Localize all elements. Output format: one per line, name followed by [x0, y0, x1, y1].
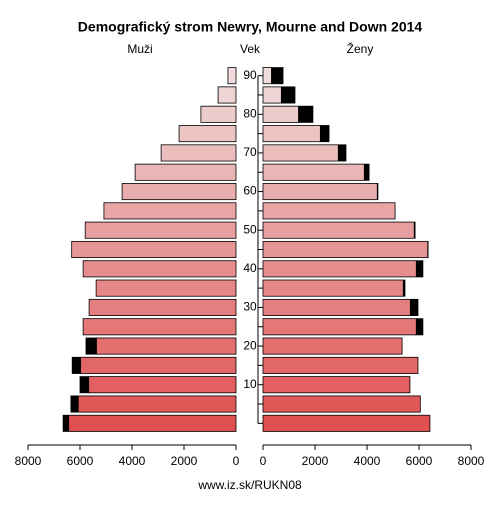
excess-female — [363, 164, 370, 181]
excess-female — [409, 299, 418, 316]
y-tick-label: 50 — [243, 222, 257, 236]
y-tick-label: 70 — [243, 145, 257, 159]
bar-female — [262, 414, 431, 432]
x-tick-label: 2000 — [171, 454, 198, 468]
bar-female — [262, 163, 370, 181]
bar-male — [217, 86, 237, 104]
y-tick-label: 90 — [243, 68, 257, 82]
bar-female — [262, 376, 411, 394]
x-tick-label: 4000 — [119, 454, 146, 468]
y-tick-label: 80 — [243, 106, 257, 120]
bar-male — [82, 318, 237, 336]
excess-female — [427, 241, 429, 258]
y-tick-label: 60 — [243, 184, 257, 198]
bar-male — [79, 376, 237, 394]
y-tick-label: 30 — [243, 300, 257, 314]
y-tick-label: 40 — [243, 261, 257, 275]
bar-female — [262, 356, 419, 374]
excess-female — [415, 260, 423, 277]
bar-female — [262, 202, 396, 220]
bar-male — [95, 279, 237, 297]
chart-title: Demografický strom Newry, Mourne and Dow… — [78, 19, 423, 35]
excess-female — [319, 125, 330, 142]
bar-female — [262, 221, 416, 239]
excess-female — [298, 106, 313, 123]
bar-male — [84, 221, 237, 239]
x-tick-label: 8000 — [458, 454, 485, 468]
y-tick-label: 10 — [243, 377, 257, 391]
bar-female — [262, 240, 429, 259]
bar-female — [262, 260, 424, 278]
bar-male — [178, 125, 237, 143]
bar-male — [70, 395, 237, 413]
x-tick-label: 2000 — [302, 454, 329, 468]
excess-male — [63, 415, 70, 432]
excess-female — [337, 144, 346, 162]
bar-male — [88, 298, 237, 316]
excess-female — [413, 222, 416, 239]
bar-female — [262, 279, 406, 297]
x-tick-label: 6000 — [67, 454, 94, 468]
excess-female — [376, 183, 378, 200]
bar-male — [103, 202, 237, 220]
right-header: Ženy — [347, 41, 374, 56]
x-tick-label: 4000 — [354, 454, 381, 468]
bar-male — [85, 337, 237, 355]
bar-male — [82, 260, 237, 278]
bar-male — [71, 356, 237, 374]
bar-female — [262, 144, 347, 162]
x-tick-label: 0 — [233, 454, 240, 468]
bar-female — [262, 183, 379, 201]
source: www.iz.sk/RUKN08 — [197, 478, 302, 492]
excess-female — [415, 318, 423, 335]
excess-male — [80, 376, 90, 393]
bar-female — [262, 298, 419, 316]
bar-male — [71, 240, 237, 259]
y-tick-label: 20 — [243, 338, 257, 352]
excess-female — [271, 67, 284, 84]
bar-male — [62, 414, 237, 432]
excess-male — [72, 357, 82, 374]
bar-male — [200, 105, 237, 123]
bar-male — [121, 183, 237, 201]
x-tick-label: 0 — [260, 454, 267, 468]
excess-male — [85, 337, 97, 355]
excess-female — [280, 86, 295, 104]
bar-male — [160, 144, 237, 162]
x-tick-label: 8000 — [15, 454, 42, 468]
left-header: Muži — [127, 42, 152, 56]
bar-female — [262, 125, 330, 143]
bar-female — [262, 318, 424, 336]
excess-female — [402, 280, 405, 297]
bar-female — [262, 337, 403, 355]
bar-male — [227, 67, 237, 85]
x-tick-label: 6000 — [406, 454, 433, 468]
axis-title: Vek — [240, 42, 261, 56]
excess-male — [70, 395, 79, 413]
bar-male — [134, 163, 237, 181]
bar-female — [262, 395, 421, 413]
